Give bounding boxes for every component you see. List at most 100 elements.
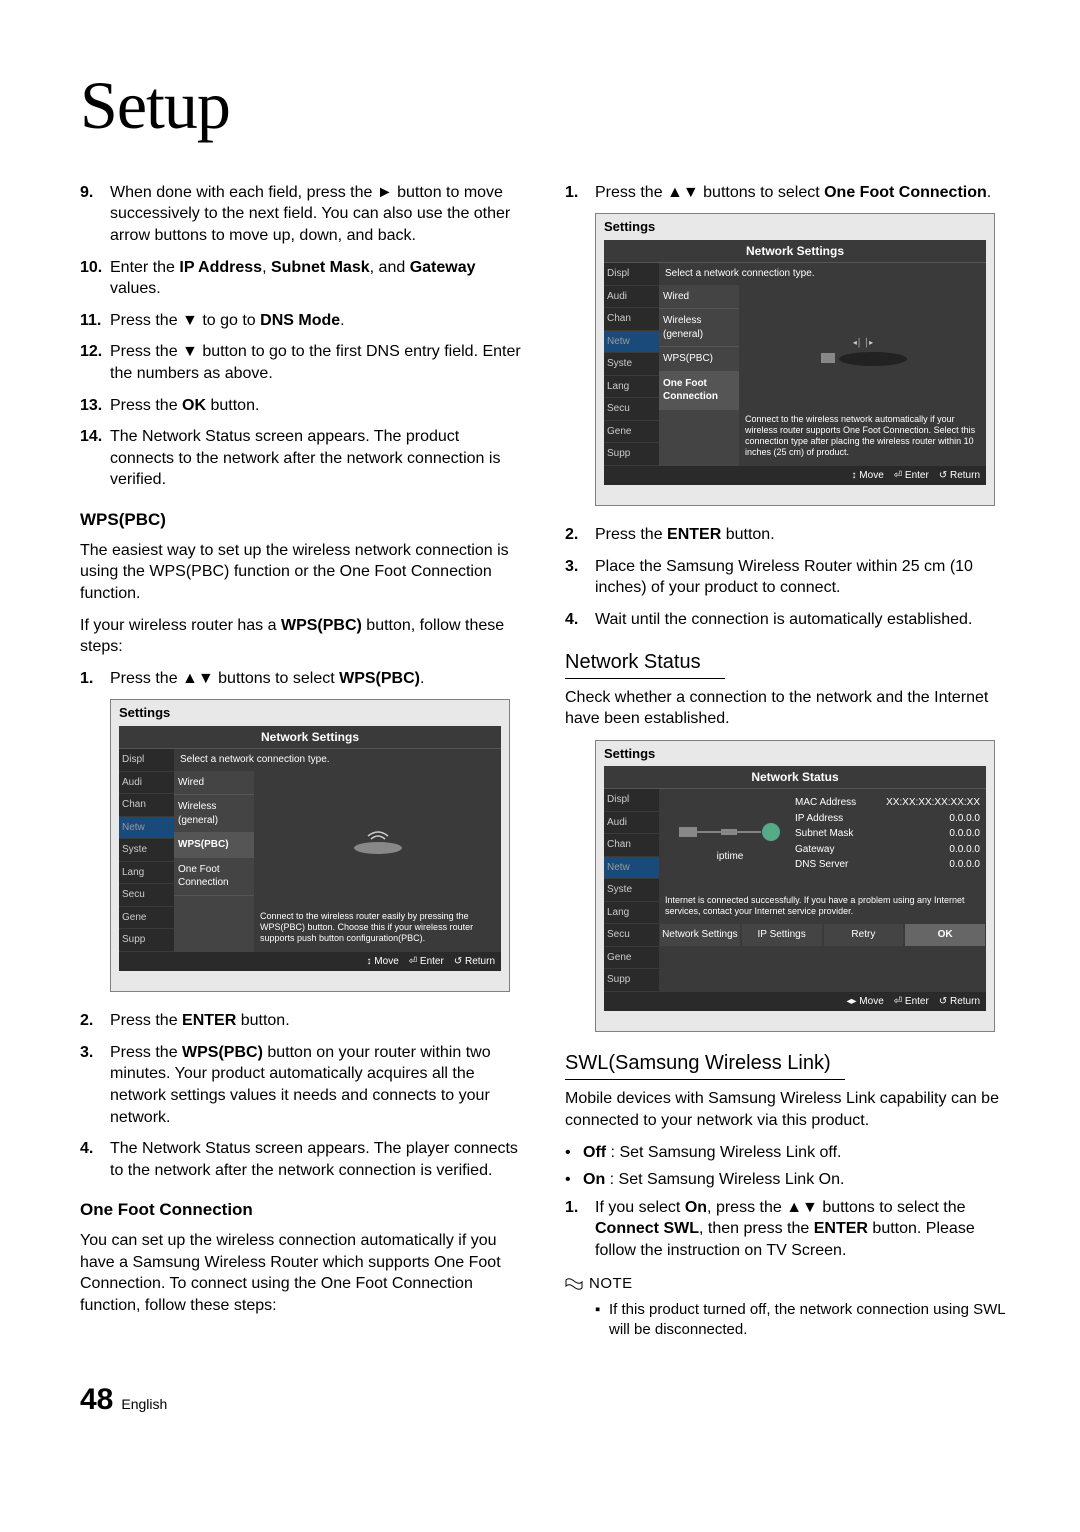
sidebar-item: Chan bbox=[604, 834, 659, 857]
step-text: The Network Status screen appears. The p… bbox=[110, 426, 525, 491]
sidebar-item: Lang bbox=[119, 862, 174, 885]
sidebar-item: Displ bbox=[604, 789, 659, 812]
step-number: 3. bbox=[565, 556, 595, 599]
menu-item: Wireless (general) bbox=[174, 795, 254, 833]
instruction-step: 4.Wait until the connection is automatic… bbox=[565, 609, 1010, 631]
ui-dialog-title: Network Settings bbox=[604, 240, 986, 263]
footer-hint: ⏎ Enter bbox=[894, 470, 929, 481]
status-key: DNS Server bbox=[795, 858, 848, 872]
step-number: 14. bbox=[80, 426, 110, 491]
bullet-dot-icon: • bbox=[565, 1169, 583, 1191]
step-number: 1. bbox=[565, 182, 595, 204]
instruction-step: 3.Press the WPS(PBC) button on your rout… bbox=[80, 1042, 525, 1128]
wps-heading: WPS(PBC) bbox=[80, 509, 525, 532]
page-number: 48 bbox=[80, 1380, 113, 1421]
step-number: 13. bbox=[80, 395, 110, 417]
menu-item: Wireless (general) bbox=[659, 309, 739, 347]
instruction-step: 10.Enter the IP Address, Subnet Mask, an… bbox=[80, 257, 525, 300]
status-value: 0.0.0.0 bbox=[949, 827, 980, 841]
network-diagram: iptime bbox=[665, 795, 795, 883]
bullet-text: Off : Set Samsung Wireless Link off. bbox=[583, 1142, 841, 1164]
sidebar-item: Audi bbox=[604, 812, 659, 835]
step-text: When done with each field, press the ► b… bbox=[110, 182, 525, 247]
status-message: Internet is connected successfully. If y… bbox=[659, 889, 986, 923]
sidebar-item: Syste bbox=[604, 879, 659, 902]
page-language: English bbox=[121, 1395, 167, 1414]
sidebar-item: Secu bbox=[604, 398, 659, 421]
status-row: IP Address 0.0.0.0 bbox=[795, 811, 980, 827]
status-value: 0.0.0.0 bbox=[949, 812, 980, 826]
sidebar-item: Syste bbox=[119, 839, 174, 862]
instruction-step: 2.Press the ENTER button. bbox=[80, 1010, 525, 1032]
step-text: Press the ▲▼ buttons to select WPS(PBC). bbox=[110, 668, 525, 690]
ui-window-title: Settings bbox=[596, 741, 994, 767]
sidebar-item: Lang bbox=[604, 902, 659, 925]
dialog-button: Network Settings bbox=[660, 924, 740, 946]
ofc-heading: One Foot Connection bbox=[80, 1199, 525, 1222]
bullet-dot-icon: • bbox=[565, 1142, 583, 1164]
sidebar-item: Displ bbox=[604, 263, 659, 286]
menu-item: Wired bbox=[659, 285, 739, 310]
sidebar-item: Netw bbox=[119, 817, 174, 840]
status-value: 0.0.0.0 bbox=[949, 843, 980, 857]
status-value: 0.0.0.0 bbox=[949, 858, 980, 872]
footer-hint: ⏎ Enter bbox=[409, 956, 444, 967]
step-text: Place the Samsung Wireless Router within… bbox=[595, 556, 1010, 599]
sidebar-item: Gene bbox=[604, 421, 659, 444]
step-number: 4. bbox=[565, 609, 595, 631]
status-value: XX:XX:XX:XX:XX:XX bbox=[886, 796, 980, 810]
menu-item: One Foot Connection bbox=[659, 372, 739, 410]
step-number: 9. bbox=[80, 182, 110, 247]
footer-hint: ⏎ Enter bbox=[894, 996, 929, 1007]
instruction-step: 1.If you select On, press the ▲▼ buttons… bbox=[565, 1197, 1010, 1262]
sidebar-item: Syste bbox=[604, 353, 659, 376]
sidebar-item: Netw bbox=[604, 857, 659, 880]
router-icon bbox=[260, 775, 495, 908]
sidebar-item: Secu bbox=[119, 884, 174, 907]
network-status-para: Check whether a connection to the networ… bbox=[565, 687, 1010, 730]
note-heading: NOTE bbox=[565, 1274, 1010, 1294]
swl-para: Mobile devices with Samsung Wireless Lin… bbox=[565, 1088, 1010, 1131]
instruction-step: 9.When done with each field, press the ►… bbox=[80, 182, 525, 247]
instruction-step: 11.Press the ▼ to go to DNS Mode. bbox=[80, 310, 525, 332]
ofc-para: You can set up the wireless connection a… bbox=[80, 1230, 525, 1316]
ui-description: Connect to the wireless router easily by… bbox=[260, 907, 495, 947]
ui-dialog-title: Network Status bbox=[604, 766, 986, 789]
sidebar-item: Displ bbox=[119, 749, 174, 772]
ui-subtitle: Select a network connection type. bbox=[174, 749, 501, 771]
status-row: Gateway 0.0.0.0 bbox=[795, 842, 980, 858]
ui-description: Connect to the wireless network automati… bbox=[745, 410, 980, 461]
step-text: Wait until the connection is automatical… bbox=[595, 609, 1010, 631]
sidebar-item: Gene bbox=[119, 907, 174, 930]
sidebar-item: Audi bbox=[119, 772, 174, 795]
step-text: Press the ENTER button. bbox=[595, 524, 1010, 546]
status-key: Gateway bbox=[795, 843, 834, 857]
ui-dialog-title: Network Settings bbox=[119, 726, 501, 749]
note-icon bbox=[565, 1277, 583, 1291]
note-text: If this product turned off, the network … bbox=[609, 1300, 1010, 1341]
router-distance-icon: ◂│ │▸ bbox=[745, 289, 980, 411]
sidebar-item: Supp bbox=[604, 969, 659, 992]
dialog-button: IP Settings bbox=[742, 924, 822, 946]
ui-mock-network-status: Settings Network Status DisplAudiChanNet… bbox=[595, 740, 995, 1033]
step-number: 2. bbox=[565, 524, 595, 546]
footer-hint: ↺ Return bbox=[939, 996, 980, 1007]
footer-hint: ↕ Move bbox=[367, 956, 399, 967]
sidebar-item: Gene bbox=[604, 947, 659, 970]
instruction-step: 13.Press the OK button. bbox=[80, 395, 525, 417]
sidebar-item: Chan bbox=[119, 794, 174, 817]
dialog-button: OK bbox=[905, 924, 985, 946]
left-column: 9.When done with each field, press the ►… bbox=[80, 182, 525, 1341]
network-name: iptime bbox=[665, 850, 795, 864]
status-row: DNS Server 0.0.0.0 bbox=[795, 857, 980, 873]
instruction-step: 14.The Network Status screen appears. Th… bbox=[80, 426, 525, 491]
status-key: Subnet Mask bbox=[795, 827, 853, 841]
step-number: 1. bbox=[565, 1197, 595, 1262]
step-text: Press the WPS(PBC) button on your router… bbox=[110, 1042, 525, 1128]
page-footer: 48 English bbox=[80, 1380, 1010, 1421]
bullet-item: •Off : Set Samsung Wireless Link off. bbox=[565, 1142, 1010, 1164]
bullet-square-icon: ▪ bbox=[595, 1300, 609, 1341]
status-row: Subnet Mask 0.0.0.0 bbox=[795, 826, 980, 842]
step-number: 3. bbox=[80, 1042, 110, 1128]
status-key: IP Address bbox=[795, 812, 843, 826]
